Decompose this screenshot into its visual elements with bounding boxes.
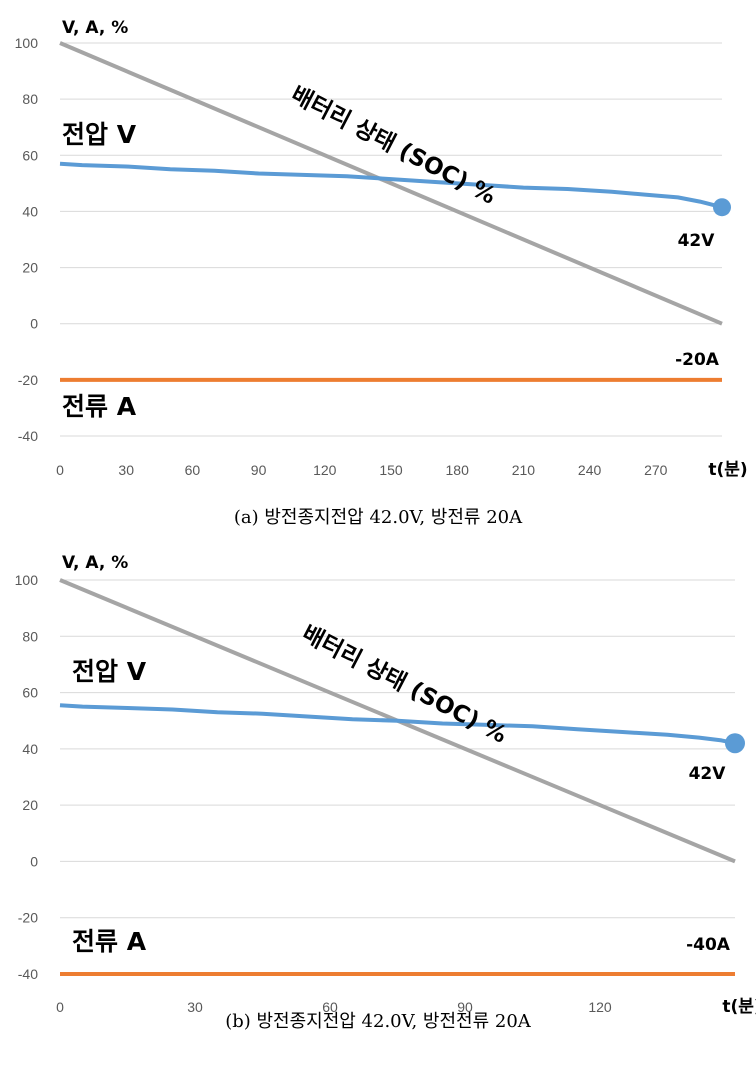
series-label-current: 전류 A [72, 927, 147, 956]
series-label-current: 전류 A [62, 392, 137, 421]
x-tick-label: 0 [56, 462, 64, 478]
y-tick-label: 40 [22, 741, 38, 757]
x-tick-label: 270 [644, 462, 668, 478]
x-tick-label: 0 [56, 999, 64, 1015]
x-tick-label: 60 [185, 462, 201, 478]
y-tick-label: 0 [30, 316, 38, 332]
data-label-voltage-end: 42V [689, 764, 727, 784]
y-tick-label: -20 [18, 372, 38, 388]
x-tick-label: 60 [322, 999, 338, 1015]
y-tick-label: 100 [15, 572, 39, 588]
y-tick-label: 40 [22, 203, 38, 219]
series-label-voltage: 전압 V [62, 120, 137, 149]
x-tick-label: 30 [118, 462, 134, 478]
x-tick-label: 120 [313, 462, 337, 478]
voltage-end-marker [713, 198, 731, 217]
data-label-current: -40A [686, 935, 731, 955]
series-line-voltage [59, 161, 723, 210]
data-label-current: -20A [675, 350, 720, 370]
y-tick-label: -40 [18, 966, 38, 982]
y-tick-label: 0 [30, 853, 38, 869]
x-tick-label: 210 [512, 462, 536, 478]
x-tick-label: 180 [446, 462, 470, 478]
data-label-voltage-end: 42V [678, 231, 716, 251]
x-unit-label: t(분) [722, 997, 756, 1017]
y-tick-label: 60 [22, 147, 38, 163]
y-tick-label: 60 [22, 685, 38, 701]
y-tick-label: 20 [22, 797, 38, 813]
y-tick-label: 100 [15, 35, 39, 51]
x-tick-label: 30 [187, 999, 203, 1015]
y-tick-label: -40 [18, 428, 38, 444]
figure-caption: (b) 방전종지전압 42.0V, 방전전류 20A [225, 1011, 532, 1032]
x-tick-label: 90 [457, 999, 473, 1015]
series-label-voltage: 전압 V [72, 657, 147, 686]
figure-caption: (a) 방전종지전압 42.0V, 방전류 20A [234, 507, 523, 528]
series-line-voltage [59, 703, 736, 746]
y-tick-label: 80 [22, 628, 38, 644]
x-unit-label: t(분) [708, 460, 747, 480]
y-tick-label: -20 [18, 910, 38, 926]
y-unit-label: V, A, % [62, 18, 128, 38]
x-tick-label: 240 [578, 462, 602, 478]
y-tick-label: 20 [22, 260, 38, 276]
y-tick-label: 80 [22, 91, 38, 107]
x-tick-label: 120 [588, 999, 612, 1015]
series-line-soc [59, 41, 723, 326]
voltage-end-marker [725, 733, 745, 754]
x-tick-label: 150 [379, 462, 403, 478]
series-label-soc: 배터리 상태 (SOC) % [298, 621, 511, 749]
x-tick-label: 90 [251, 462, 267, 478]
y-unit-label: V, A, % [62, 553, 128, 573]
series-label-soc: 배터리 상태 (SOC) % [287, 82, 500, 210]
